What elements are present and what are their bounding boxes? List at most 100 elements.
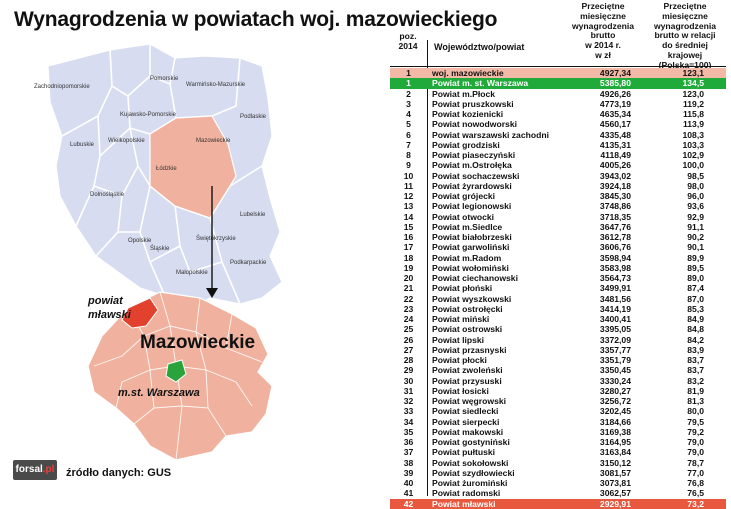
- cell-ratio: 89,9: [687, 252, 704, 263]
- cell-wage: 3150,12: [599, 457, 631, 468]
- cell-rank: 18: [403, 252, 414, 263]
- cell-wage: 3647,76: [599, 221, 631, 232]
- cell-ratio: 119,2: [682, 98, 704, 109]
- cell-name: Powiat garwoliński: [432, 242, 510, 253]
- cell-ratio: 123,1: [682, 68, 704, 78]
- cell-ratio: 103,3: [682, 139, 704, 150]
- cell-ratio: 83,2: [687, 375, 704, 386]
- page-title: Wynagrodzenia w powiatach woj. mazowieck…: [14, 8, 498, 31]
- cell-wage: 3164,95: [599, 437, 631, 447]
- cell-rank: 30: [403, 375, 414, 386]
- table-row: 8 Powiat piaseczyński 4118,49 102,9: [390, 150, 726, 160]
- cell-name: Powiat m.Ostrołęka: [432, 160, 512, 171]
- table-body: 1 woj. mazowieckie 4927,34 123,1 1 Powiat m. …: [390, 68, 726, 509]
- cell-rank: 22: [403, 293, 414, 304]
- mlawa-label: powiat: [87, 295, 124, 307]
- cell-rank: 10: [403, 170, 414, 181]
- region-label: Dolnośląskie: [90, 192, 125, 198]
- cell-ratio: 134,5: [682, 78, 704, 89]
- region-label: Warmińsko-Mazurskie: [186, 82, 246, 88]
- table-row: 10 Powiat sochaczewski 3943,02 98,5: [390, 171, 726, 181]
- arrow-head-icon: [206, 288, 218, 298]
- region-label: Kujawsko-Pomorskie: [120, 112, 177, 118]
- column-divider: [427, 40, 428, 496]
- cell-rank: 1: [406, 68, 411, 78]
- cell-name: Powiat m.Radom: [432, 252, 502, 263]
- region-label: Podkarpackie: [230, 260, 267, 266]
- cell-ratio: 90,2: [687, 232, 704, 242]
- cell-name: Powiat m.Płock: [432, 88, 496, 99]
- cell-wage: 4773,19: [599, 98, 631, 109]
- cell-rank: 19: [403, 262, 414, 273]
- cell-rank: 2: [406, 88, 411, 99]
- cell-ratio: 79,2: [687, 426, 704, 437]
- cell-ratio: 96,0: [687, 191, 704, 201]
- cell-ratio: 98,0: [687, 180, 704, 191]
- region-label: Pomorskie: [150, 76, 179, 82]
- table-row: 25 Powiat ostrowski 3395,05 84,8: [390, 324, 726, 334]
- cell-wage: 3612,78: [599, 232, 631, 242]
- cell-wage: 4926,26: [599, 88, 631, 99]
- cell-rank: 32: [403, 396, 414, 406]
- cell-wage: 3395,05: [599, 324, 631, 335]
- table-row: 4 Powiat kozienicki 4635,34 115,8: [390, 109, 726, 119]
- cell-rank: 4: [406, 109, 411, 119]
- cell-ratio: 78,7: [687, 457, 704, 468]
- cell-ratio: 83,7: [687, 355, 704, 365]
- cell-name: Powiat makowski: [432, 426, 504, 437]
- cell-wage: 3081,57: [599, 467, 631, 478]
- cell-rank: 16: [403, 232, 414, 242]
- cell-wage: 4118,49: [600, 150, 631, 160]
- cell-ratio: 84,9: [687, 314, 704, 324]
- cell-name: Powiat szydłowiecki: [432, 467, 515, 478]
- cell-rank: 39: [403, 467, 414, 478]
- cell-name: Powiat przysuski: [432, 375, 502, 386]
- cell-wage: 3564,73: [599, 273, 631, 283]
- cell-ratio: 108,3: [682, 129, 704, 140]
- cell-name: Powiat łosicki: [432, 385, 489, 396]
- cell-rank: 11: [403, 180, 414, 191]
- table-row: 7 Powiat grodziski 4135,31 103,3: [390, 140, 726, 150]
- cell-name: Powiat zwoleński: [432, 365, 503, 376]
- cell-ratio: 87,4: [687, 283, 704, 294]
- cell-ratio: 115,8: [682, 109, 704, 119]
- cell-wage: 3598,94: [599, 252, 631, 263]
- cell-name: Powiat wyszkowski: [432, 293, 512, 304]
- wages-table: poz. 2014 Województwo/powiat Przeciętne mi…: [390, 0, 726, 509]
- cell-ratio: 81,9: [687, 385, 704, 396]
- mazowieckie-small: [149, 115, 237, 219]
- cell-ratio: 80,0: [687, 406, 704, 417]
- cell-wage: 4560,17: [599, 119, 631, 130]
- cell-name: Powiat płocki: [432, 355, 487, 365]
- header-wage: Przeciętne miesięczne wynagrodzenia brutto…: [571, 1, 635, 60]
- cell-wage: 4335,48: [599, 129, 631, 140]
- cell-name: Powiat kozienicki: [432, 109, 504, 119]
- cell-wage: 3606,76: [599, 242, 631, 253]
- region-label: Lubuskie: [70, 142, 95, 148]
- cell-rank: 20: [403, 273, 414, 283]
- table-row: 18 Powiat m.Radom 3598,94 89,9: [390, 253, 726, 263]
- cell-ratio: 98,5: [687, 170, 704, 181]
- warsaw-label: m.st. Warszawa: [118, 387, 200, 399]
- cell-rank: 5: [406, 119, 411, 130]
- table-row: 17 Powiat garwoliński 3606,76 90,1: [390, 242, 726, 252]
- cell-rank: 36: [403, 437, 414, 447]
- table-row: 31 Powiat łosicki 3280,27 81,9: [390, 386, 726, 396]
- cell-rank: 34: [403, 416, 414, 427]
- cell-name: Powiat pułtuski: [432, 447, 496, 458]
- cell-name: Powiat ostrowski: [432, 324, 503, 335]
- cell-ratio: 79,0: [687, 447, 704, 458]
- cell-wage: 4005,26: [599, 160, 631, 171]
- cell-wage: 3062,57: [599, 488, 631, 499]
- cell-rank: 6: [406, 129, 411, 140]
- cell-name: Powiat żyrardowski: [432, 180, 512, 191]
- cell-name: Powiat węgrowski: [432, 396, 507, 406]
- cell-wage: 3414,19: [599, 303, 631, 314]
- header-name: Województwo/powiat: [434, 42, 525, 52]
- header-rank: poz. 2014: [398, 31, 418, 51]
- forsal-logo: forsal.pl: [13, 460, 57, 480]
- table-row: 23 Powiat ostrołęcki 3414,19 85,3: [390, 304, 726, 314]
- cell-name: Powiat sokołowski: [432, 457, 509, 468]
- cell-ratio: 123,0: [682, 88, 704, 99]
- region-label: Mazowieckie: [196, 138, 231, 144]
